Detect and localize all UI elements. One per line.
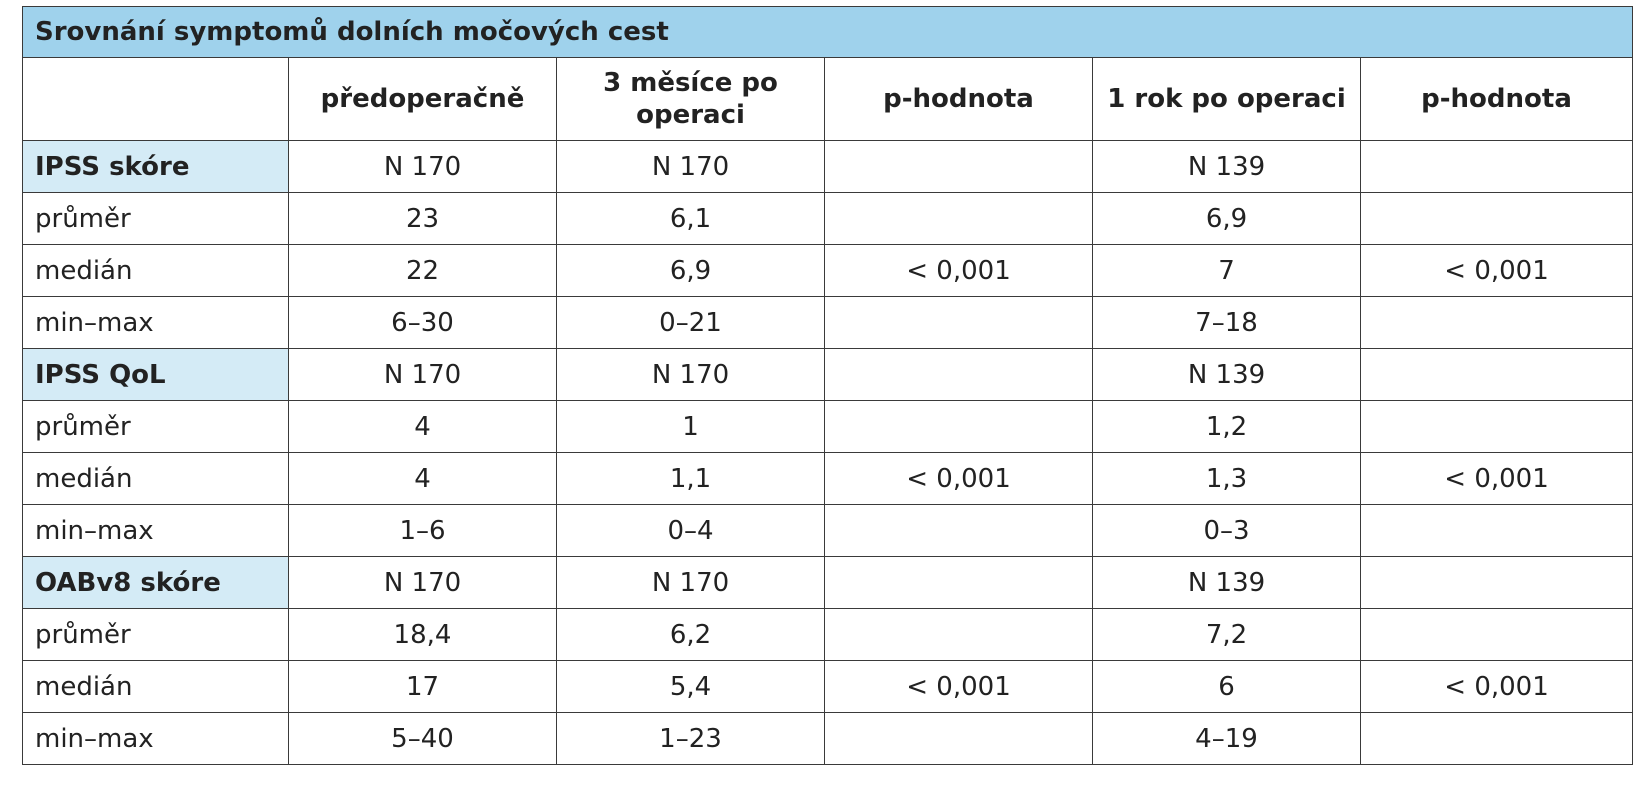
group-label: IPSS skóre bbox=[22, 140, 289, 193]
table-title: Srovnání symptomů dolních močových cest bbox=[21, 6, 1634, 58]
preop-cell: N 170 bbox=[288, 348, 557, 401]
one-year-cell: 4–19 bbox=[1092, 712, 1361, 765]
one-year-cell: N 139 bbox=[1092, 556, 1361, 609]
header-cell-preop: předoperačně bbox=[288, 57, 557, 141]
three-months-cell: 0–21 bbox=[556, 296, 825, 349]
group-label: IPSS QoL bbox=[22, 348, 289, 401]
preop-cell: 5–40 bbox=[288, 712, 557, 765]
row-label: průměr bbox=[22, 400, 289, 453]
p-value-1-cell bbox=[824, 504, 1093, 557]
three-months-cell: 5,4 bbox=[556, 660, 825, 713]
p-value-1-cell: < 0,001 bbox=[824, 452, 1093, 505]
header-cell-blank bbox=[22, 57, 289, 141]
p-value-1-cell bbox=[824, 192, 1093, 245]
table-row: medián 17 5,4 < 0,001 6 < 0,001 bbox=[22, 660, 1634, 713]
three-months-cell: 6,2 bbox=[556, 608, 825, 661]
one-year-cell: 1,3 bbox=[1092, 452, 1361, 505]
p-value-2-cell: < 0,001 bbox=[1359, 452, 1634, 505]
preop-cell: 4 bbox=[288, 452, 557, 505]
row-label: min–max bbox=[22, 504, 289, 557]
symptom-comparison-table-wrapper: Srovnání symptomů dolních močových cest … bbox=[21, 6, 1634, 765]
p-value-2-cell bbox=[1359, 140, 1634, 193]
one-year-cell: 6,9 bbox=[1092, 192, 1361, 245]
p-value-1-cell bbox=[824, 296, 1093, 349]
one-year-cell: 7 bbox=[1092, 244, 1361, 297]
symptom-comparison-table: Srovnání symptomů dolních močových cest … bbox=[21, 6, 1634, 765]
one-year-cell: 1,2 bbox=[1092, 400, 1361, 453]
preop-cell: 17 bbox=[288, 660, 557, 713]
table-group-row: IPSS QoL N 170 N 170 N 139 bbox=[22, 348, 1634, 401]
table-row: průměr 4 1 1,2 bbox=[22, 400, 1634, 453]
p-value-1-cell bbox=[824, 556, 1093, 609]
p-value-2-cell bbox=[1359, 400, 1634, 453]
p-value-1-cell: < 0,001 bbox=[824, 244, 1093, 297]
row-label: medián bbox=[22, 244, 289, 297]
preop-cell: 1–6 bbox=[288, 504, 557, 557]
preop-cell: 22 bbox=[288, 244, 557, 297]
table-row: min–max 1–6 0–4 0–3 bbox=[22, 504, 1634, 557]
p-value-2-cell bbox=[1359, 712, 1634, 765]
p-value-1-cell bbox=[824, 140, 1093, 193]
p-value-1-cell bbox=[824, 400, 1093, 453]
row-label: min–max bbox=[22, 712, 289, 765]
p-value-2-cell bbox=[1359, 192, 1634, 245]
header-cell-p-value-2: p-hodnota bbox=[1359, 57, 1634, 141]
p-value-2-cell bbox=[1359, 504, 1634, 557]
one-year-cell: N 139 bbox=[1092, 348, 1361, 401]
p-value-1-cell bbox=[824, 712, 1093, 765]
group-label: OABv8 skóre bbox=[22, 556, 289, 609]
preop-cell: N 170 bbox=[288, 140, 557, 193]
p-value-2-cell bbox=[1359, 296, 1634, 349]
p-value-2-cell bbox=[1359, 608, 1634, 661]
three-months-cell: N 170 bbox=[556, 140, 825, 193]
one-year-cell: 7–18 bbox=[1092, 296, 1361, 349]
header-cell-p-value-1: p-hodnota bbox=[824, 57, 1093, 141]
one-year-cell: 0–3 bbox=[1092, 504, 1361, 557]
one-year-cell: 6 bbox=[1092, 660, 1361, 713]
row-label: medián bbox=[22, 452, 289, 505]
table-row: průměr 18,4 6,2 7,2 bbox=[22, 608, 1634, 661]
three-months-cell: 1–23 bbox=[556, 712, 825, 765]
row-label: průměr bbox=[22, 192, 289, 245]
row-label: průměr bbox=[22, 608, 289, 661]
table-group-row: IPSS skóre N 170 N 170 N 139 bbox=[22, 140, 1634, 193]
table-body: IPSS skóre N 170 N 170 N 139 průměr 23 6,1 6,9 m… bbox=[22, 140, 1634, 765]
three-months-cell: 1,1 bbox=[556, 452, 825, 505]
table-row: průměr 23 6,1 6,9 bbox=[22, 192, 1634, 245]
table-row: medián 22 6,9 < 0,001 7 < 0,001 bbox=[22, 244, 1634, 297]
row-label: medián bbox=[22, 660, 289, 713]
p-value-1-cell bbox=[824, 608, 1093, 661]
table-title-row: Srovnání symptomů dolních močových cest bbox=[21, 6, 1634, 58]
table-group-row: OABv8 skóre N 170 N 170 N 139 bbox=[22, 556, 1634, 609]
header-cell-3-months: 3 měsíce po operaci bbox=[556, 57, 825, 141]
p-value-2-cell: < 0,001 bbox=[1359, 244, 1634, 297]
preop-cell: 23 bbox=[288, 192, 557, 245]
three-months-cell: N 170 bbox=[556, 556, 825, 609]
one-year-cell: N 139 bbox=[1092, 140, 1361, 193]
row-label: min–max bbox=[22, 296, 289, 349]
p-value-2-cell bbox=[1359, 556, 1634, 609]
table-row: min–max 6–30 0–21 7–18 bbox=[22, 296, 1634, 349]
one-year-cell: 7,2 bbox=[1092, 608, 1361, 661]
preop-cell: 6–30 bbox=[288, 296, 557, 349]
table-row: medián 4 1,1 < 0,001 1,3 < 0,001 bbox=[22, 452, 1634, 505]
p-value-2-cell bbox=[1359, 348, 1634, 401]
p-value-2-cell: < 0,001 bbox=[1359, 660, 1634, 713]
preop-cell: 18,4 bbox=[288, 608, 557, 661]
table-row: min–max 5–40 1–23 4–19 bbox=[22, 712, 1634, 765]
three-months-cell: 6,9 bbox=[556, 244, 825, 297]
preop-cell: 4 bbox=[288, 400, 557, 453]
three-months-cell: 0–4 bbox=[556, 504, 825, 557]
p-value-1-cell: < 0,001 bbox=[824, 660, 1093, 713]
three-months-cell: 1 bbox=[556, 400, 825, 453]
p-value-1-cell bbox=[824, 348, 1093, 401]
three-months-cell: 6,1 bbox=[556, 192, 825, 245]
three-months-cell: N 170 bbox=[556, 348, 825, 401]
preop-cell: N 170 bbox=[288, 556, 557, 609]
table-header-row: předoperačně 3 měsíce po operaci p-hodno… bbox=[22, 57, 1634, 141]
header-cell-1-year: 1 rok po operaci bbox=[1092, 57, 1361, 141]
